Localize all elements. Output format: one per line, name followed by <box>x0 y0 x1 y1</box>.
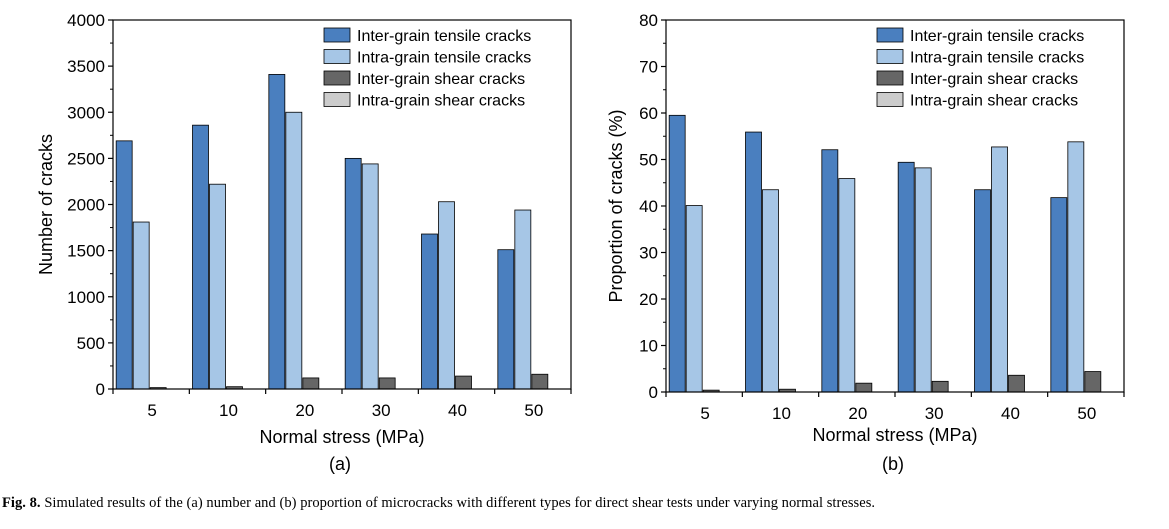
bar-1-2-5 <box>1084 371 1102 393</box>
bar-0-2-5 <box>531 373 549 390</box>
bar-1-1-3 <box>914 167 932 393</box>
x-tick-label: 40 <box>448 401 467 420</box>
bars <box>115 74 549 390</box>
bar-1-2-2 <box>855 382 873 393</box>
legend-entry: Intra-grain tensile cracks <box>357 50 531 67</box>
x-tick-label: 20 <box>295 401 314 420</box>
panel-label: (b) <box>882 454 904 474</box>
bar-1-0-1 <box>745 131 762 393</box>
legend-swatch <box>323 70 351 86</box>
x-tick-label: 5 <box>700 404 709 423</box>
y-tick-label: 1000 <box>67 288 105 307</box>
caption-lead: Fig. 8. <box>2 495 41 511</box>
legend-swatch <box>323 27 351 43</box>
bar-0-1-5 <box>514 209 532 390</box>
bar-0-1-2 <box>285 111 303 390</box>
legend-entry: Intra-grain tensile cracks <box>910 50 1084 67</box>
legend-swatch <box>323 49 351 64</box>
bar-0-1-0 <box>132 221 150 390</box>
panel-label: (a) <box>329 454 351 474</box>
x-axis-label: Normal stress (MPa) <box>812 425 977 445</box>
x-tick-label: 50 <box>524 401 543 420</box>
caption-text: Simulated results of the (a) number and … <box>44 495 876 511</box>
y-tick-label: 30 <box>639 244 658 263</box>
bar-1-1-0 <box>685 205 703 393</box>
x-tick-label: 30 <box>372 401 391 420</box>
legend: Inter-grain tensile cracks Intra-grain te… <box>323 27 531 110</box>
bar-1-1-5 <box>1067 141 1085 393</box>
bar-0-0-0 <box>115 140 133 390</box>
bar-1-0-2 <box>821 149 839 393</box>
y-tick-label: 500 <box>77 334 105 353</box>
bar-0-1-1 <box>209 183 226 390</box>
legend-swatch <box>323 92 351 107</box>
y-tick-label: 80 <box>639 11 658 30</box>
y-tick-label: 20 <box>639 290 658 309</box>
bar-1-1-4 <box>991 146 1008 393</box>
bar-0-2-2 <box>302 377 320 390</box>
x-tick-label: 20 <box>848 404 867 423</box>
bar-1-0-3 <box>897 161 915 393</box>
bar-0-2-3 <box>378 377 396 390</box>
y-tick-label: 2000 <box>67 196 105 215</box>
bar-0-0-5 <box>497 249 515 390</box>
x-tick-label: 10 <box>772 404 791 423</box>
bar-1-0-4 <box>974 189 991 393</box>
bar-1-0-0 <box>668 114 686 393</box>
legend-entry: Inter-grain shear cracks <box>910 71 1078 88</box>
legend-swatch <box>876 70 904 86</box>
bar-0-1-3 <box>361 163 379 390</box>
y-tick-label: 1500 <box>67 242 105 261</box>
legend-entry: Intra-grain shear cracks <box>910 93 1078 110</box>
y-tick-label: 70 <box>639 58 658 77</box>
y-tick-label: 60 <box>639 104 658 123</box>
y-tick-label: 3000 <box>67 103 105 122</box>
y-tick-label: 40 <box>639 197 658 216</box>
legend: Inter-grain tensile cracks Intra-grain te… <box>876 27 1084 110</box>
bar-0-1-4 <box>438 201 455 390</box>
figure-caption: Fig. 8. Simulated results of the (a) num… <box>2 495 1167 512</box>
y-tick-label: 50 <box>639 151 658 170</box>
legend-entry: Inter-grain tensile cracks <box>357 28 531 45</box>
y-axis-label: Number of cracks <box>36 134 56 275</box>
bar-0-0-3 <box>344 157 362 390</box>
legend-swatch <box>876 92 904 107</box>
x-tick-label: 30 <box>925 404 944 423</box>
bars <box>668 114 1102 393</box>
bar-0-0-4 <box>421 233 438 390</box>
x-axis-label: Normal stress (MPa) <box>259 427 424 447</box>
bar-1-2-4 <box>1008 374 1025 393</box>
y-tick-label: 0 <box>649 383 658 402</box>
bar-0-0-1 <box>192 124 209 390</box>
bar-1-2-3 <box>931 380 949 393</box>
y-tick-label: 10 <box>639 337 658 356</box>
legend-entry: Inter-grain shear cracks <box>357 71 525 88</box>
legend-entry: Intra-grain shear cracks <box>357 93 525 110</box>
y-axis-label: Proportion of cracks (%) <box>606 109 626 302</box>
chart-panel-b: 0 10 20 30 40 50 60 70 80 5 10 20 30 40 50 Normal stres… <box>606 11 1125 474</box>
bar-1-0-5 <box>1050 197 1068 393</box>
bar-1-1-1 <box>762 189 779 393</box>
bar-0-0-2 <box>268 74 286 390</box>
legend-entry: Inter-grain tensile cracks <box>910 28 1084 45</box>
x-tick-label: 5 <box>147 401 156 420</box>
legend-swatch <box>876 49 904 64</box>
bar-1-1-2 <box>838 178 856 393</box>
bar-0-2-4 <box>455 375 472 390</box>
x-tick-label: 50 <box>1077 404 1096 423</box>
y-tick-label: 4000 <box>67 11 105 30</box>
y-tick-label: 3500 <box>67 57 105 76</box>
legend-swatch <box>876 27 904 43</box>
y-tick-label: 0 <box>96 380 105 399</box>
chart-panel-a: 0 500 1000 1500 2000 2500 3000 3500 4000 5 10 20 30 4… <box>36 11 572 474</box>
x-tick-label: 40 <box>1001 404 1020 423</box>
y-tick-label: 2500 <box>67 149 105 168</box>
x-tick-label: 10 <box>219 401 238 420</box>
